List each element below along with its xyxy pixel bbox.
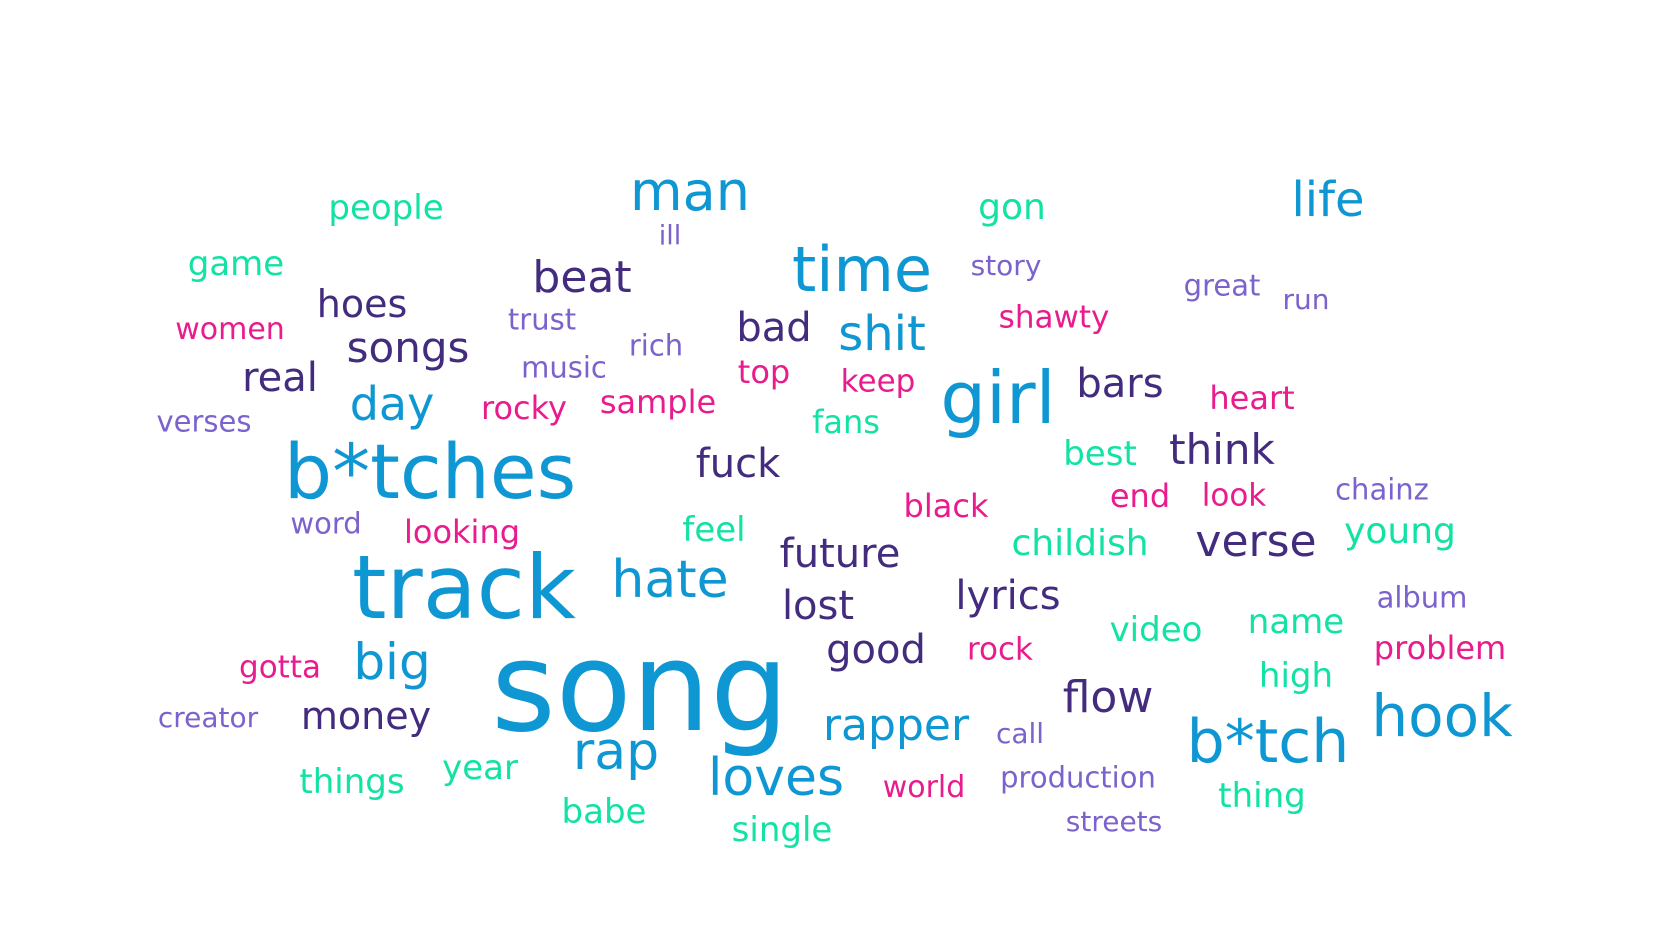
word: game bbox=[187, 244, 285, 284]
word: production bbox=[1000, 760, 1156, 795]
word: lost bbox=[781, 583, 855, 629]
word: fans bbox=[812, 403, 880, 441]
word: rapper bbox=[822, 700, 970, 751]
word: best bbox=[1063, 434, 1137, 474]
word: word bbox=[290, 506, 362, 541]
word: rocky bbox=[481, 389, 567, 427]
word: video bbox=[1109, 610, 1203, 650]
word: keep bbox=[840, 363, 916, 400]
word: single bbox=[731, 810, 833, 850]
word: songs bbox=[346, 323, 470, 372]
word: young bbox=[1344, 511, 1456, 552]
word: thing bbox=[1218, 776, 1306, 816]
word: streets bbox=[1065, 805, 1163, 838]
word: top bbox=[737, 353, 791, 391]
word: loves bbox=[707, 748, 845, 808]
word: heart bbox=[1209, 379, 1295, 417]
word: real bbox=[242, 355, 318, 401]
word: sample bbox=[599, 383, 717, 421]
word: feel bbox=[682, 510, 746, 550]
word: name bbox=[1247, 602, 1345, 642]
word: day bbox=[349, 377, 435, 431]
word: gon bbox=[978, 187, 1046, 228]
word: story bbox=[970, 249, 1042, 282]
word: lyrics bbox=[955, 573, 1061, 619]
word: rock bbox=[966, 631, 1034, 668]
word: future bbox=[779, 531, 901, 577]
word: big bbox=[353, 633, 431, 691]
word: looking bbox=[403, 513, 521, 551]
word: bars bbox=[1076, 361, 1164, 407]
word: flow bbox=[1062, 672, 1154, 723]
word: creator bbox=[157, 701, 259, 734]
word: rap bbox=[572, 722, 660, 782]
word: run bbox=[1282, 283, 1330, 316]
word: world bbox=[882, 770, 966, 805]
word: ill bbox=[658, 220, 682, 252]
word: chainz bbox=[1335, 472, 1429, 507]
word: b*tch bbox=[1186, 707, 1350, 777]
word: childish bbox=[1011, 523, 1149, 564]
word: song bbox=[491, 616, 789, 760]
word: verse bbox=[1195, 516, 1317, 567]
word: end bbox=[1109, 477, 1171, 515]
word: babe bbox=[561, 792, 647, 832]
word: money bbox=[300, 694, 432, 738]
word: fuck bbox=[695, 441, 781, 487]
word: album bbox=[1376, 580, 1468, 615]
word: verses bbox=[156, 404, 252, 439]
word: hook bbox=[1371, 682, 1513, 750]
word: hate bbox=[611, 550, 729, 610]
word: good bbox=[826, 627, 926, 673]
word: call bbox=[995, 717, 1045, 750]
word: hoes bbox=[316, 282, 408, 326]
word: things bbox=[299, 762, 405, 802]
word: look bbox=[1201, 477, 1267, 514]
word: great bbox=[1183, 268, 1261, 303]
word: think bbox=[1169, 425, 1275, 474]
word: black bbox=[903, 487, 989, 525]
word: beat bbox=[532, 252, 632, 303]
word: rich bbox=[628, 328, 684, 363]
word: trust bbox=[507, 302, 577, 337]
word: year bbox=[442, 748, 518, 788]
word: high bbox=[1258, 656, 1334, 696]
word: shit bbox=[838, 306, 926, 362]
word: problem bbox=[1373, 629, 1507, 667]
word: women bbox=[175, 312, 285, 347]
word: people bbox=[328, 188, 444, 228]
word: music bbox=[521, 350, 607, 385]
word: bad bbox=[736, 305, 812, 351]
word: life bbox=[1291, 172, 1365, 228]
word: b*tches bbox=[283, 427, 577, 516]
word: track bbox=[352, 536, 576, 639]
word: time bbox=[791, 233, 933, 306]
word: shawty bbox=[998, 299, 1110, 336]
word: gotta bbox=[239, 649, 321, 686]
word: man bbox=[630, 160, 750, 223]
word: girl bbox=[940, 356, 1056, 440]
